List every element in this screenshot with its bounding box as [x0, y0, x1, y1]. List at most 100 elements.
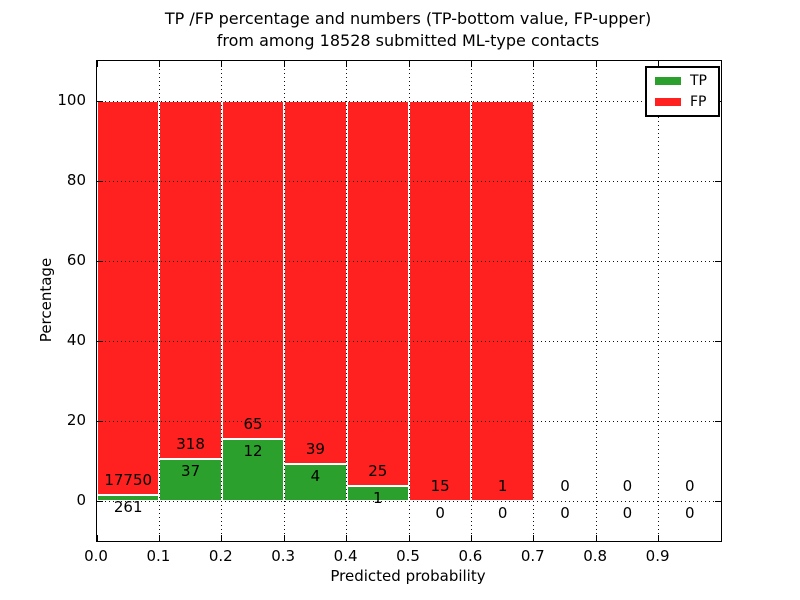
- tp-count-label-0: 261: [113, 498, 143, 517]
- fp-count-label-4: 25: [368, 461, 388, 480]
- gridline-y-100: [97, 100, 721, 102]
- x-tick-label-0.0: 0.0: [84, 547, 108, 565]
- tp-count-label-3: 4: [310, 466, 321, 485]
- gridline-x-0.8: [595, 61, 597, 541]
- chart-title-line2: from among 18528 submitted ML-type conta…: [216, 31, 600, 50]
- chart-title-line1: TP /FP percentage and numbers (TP-bottom…: [164, 9, 652, 28]
- x-tick-label-0.8: 0.8: [583, 547, 608, 565]
- gridline-x-0.7: [533, 61, 535, 541]
- x-tickmark-bottom-0.4: [346, 535, 348, 541]
- gridline-y-20: [97, 420, 721, 422]
- legend-label-tp: TP: [690, 73, 707, 89]
- bar-segment-tp-1: [159, 459, 222, 501]
- y-tickmark-right-0: [715, 500, 721, 502]
- legend: TP FP: [645, 66, 720, 117]
- fp-count-label-2: 65: [243, 414, 263, 433]
- y-tickmark-left-60: [97, 260, 103, 262]
- x-tickmark-bottom-0.8: [595, 535, 597, 541]
- x-axis-label: Predicted probability: [330, 567, 486, 585]
- y-tick-label-40: 40: [66, 331, 86, 349]
- x-tick-label-0.6: 0.6: [458, 547, 483, 565]
- gridline-y-40: [97, 340, 721, 342]
- fp-count-label-8: 0: [622, 477, 633, 495]
- x-tickmark-top-0.1: [158, 61, 160, 67]
- plot-area: 17750 261 318 37 65 12 39 4 25 1 15 0 1 0 0 0 0 0 0 0: [96, 60, 722, 542]
- x-tickmark-top-0.3: [283, 61, 285, 67]
- x-tickmark-bottom-0.2: [221, 535, 223, 541]
- x-tickmark-bottom-0: [96, 535, 98, 541]
- tp-count-label-4: 1: [373, 488, 383, 507]
- x-tick-label-0.3: 0.3: [271, 547, 296, 565]
- y-tick-label-100: 100: [57, 91, 86, 109]
- y-axis-label: Percentage: [37, 257, 55, 343]
- x-tick-label-0.1: 0.1: [146, 547, 171, 565]
- fp-count-label-0: 17750: [104, 471, 153, 490]
- bar-segment-tp-5: [409, 501, 472, 503]
- gridline-y-60: [97, 260, 721, 262]
- gridline-x-0.6: [470, 61, 472, 541]
- legend-swatch-fp: [655, 98, 681, 106]
- fp-count-label-1: 318: [176, 435, 205, 454]
- gridline-x-0.1: [158, 61, 160, 541]
- tp-count-label-8: 0: [622, 504, 633, 522]
- y-tickmark-right-60: [715, 260, 721, 262]
- chart-title: TP /FP percentage and numbers (TP-bottom…: [165, 8, 651, 52]
- x-tickmark-bottom-0.6: [470, 535, 472, 541]
- bar-segment-tp-2: [221, 438, 285, 501]
- x-tickmark-top-0.7: [533, 61, 535, 67]
- legend-swatch-tp: [655, 77, 681, 85]
- x-tickmark-bottom-0.7: [533, 535, 535, 541]
- x-tick-label-0.9: 0.9: [645, 547, 670, 565]
- x-tickmark-top-0.8: [595, 61, 597, 67]
- gridline-y-0: [97, 500, 721, 502]
- bar-segment-tp-6: [471, 501, 534, 503]
- y-tick-label-60: 60: [66, 251, 86, 269]
- x-tickmark-bottom-0.1: [158, 535, 160, 541]
- bar-segment-fp-3: [284, 101, 347, 464]
- bar-segment-fp-2: [221, 101, 285, 439]
- tp-count-label-7: 0: [560, 504, 570, 522]
- legend-item-tp: TP: [655, 74, 710, 88]
- x-tickmark-top-0.2: [221, 61, 223, 67]
- tp-count-label-1: 37: [181, 462, 201, 481]
- y-tickmark-right-20: [715, 420, 721, 422]
- x-tickmark-top-0.6: [470, 61, 472, 67]
- fp-count-label-6: 1: [497, 477, 508, 495]
- x-tickmark-bottom-0.3: [283, 535, 285, 541]
- y-tickmark-left-100: [97, 100, 103, 102]
- fp-count-label-5: 15: [430, 477, 450, 495]
- bar-segment-tp-3: [284, 463, 347, 501]
- bar-segment-fp-5: [409, 101, 472, 501]
- y-tickmark-right-40: [715, 340, 721, 342]
- x-tickmark-bottom-0.5: [408, 535, 410, 541]
- bar-segment-fp-6: [471, 101, 534, 501]
- y-tickmark-left-40: [97, 340, 103, 342]
- x-tick-label-0.2: 0.2: [208, 547, 233, 565]
- tp-count-label-9: 0: [685, 504, 695, 522]
- x-tick-label-0.4: 0.4: [333, 547, 358, 565]
- y-tick-label-20: 20: [66, 411, 86, 429]
- gridline-x-0.3: [283, 61, 285, 541]
- gridline-x-0.9: [658, 61, 660, 541]
- fp-count-label-3: 39: [305, 439, 325, 458]
- tp-count-label-2: 12: [243, 441, 263, 460]
- tp-count-label-5: 0: [435, 504, 445, 522]
- y-tickmark-left-20: [97, 420, 103, 422]
- gridline-x-0.4: [346, 61, 348, 541]
- legend-item-fp: FP: [655, 95, 710, 109]
- x-tickmark-bottom-0.9: [658, 535, 660, 541]
- bar-segment-fp-4: [346, 101, 409, 486]
- x-tick-label-0.5: 0.5: [396, 547, 420, 565]
- bar-segment-tp-4: [346, 485, 409, 501]
- tp-count-label-6: 0: [497, 504, 508, 522]
- x-tickmark-top-0.4: [346, 61, 348, 67]
- y-tickmark-left-0: [97, 500, 103, 502]
- y-tickmark-right-80: [715, 180, 721, 182]
- gridline-y-80: [97, 180, 721, 182]
- y-tickmark-left-80: [97, 180, 103, 182]
- gridline-x-0.5: [408, 61, 410, 541]
- x-tickmark-top-0.9: [658, 61, 660, 67]
- legend-label-fp: FP: [690, 94, 707, 110]
- bar-segment-fp-0: [97, 101, 160, 496]
